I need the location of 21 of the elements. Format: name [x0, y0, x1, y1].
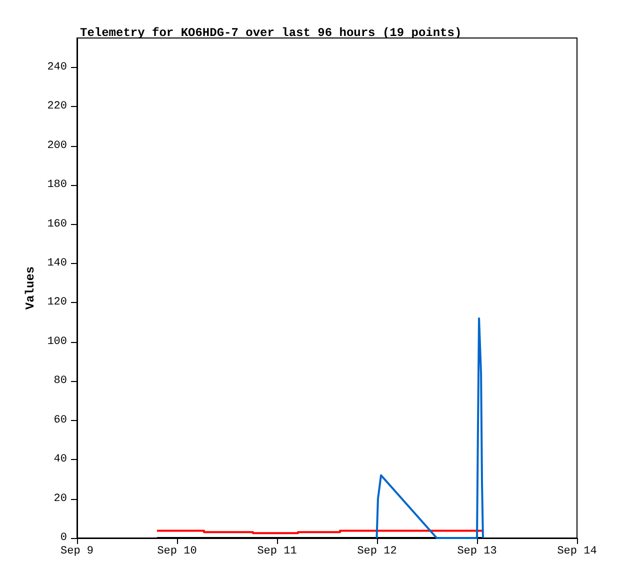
y-tick-label: 200: [47, 140, 67, 152]
x-tick-label: Sep 11: [257, 546, 298, 558]
y-tick-label: 220: [47, 100, 67, 113]
y-tick-label: 140: [47, 257, 67, 270]
x-tick-label: Sep 12: [357, 546, 397, 558]
y-tick-label: 120: [47, 296, 67, 309]
x-tick-label: Sep 10: [157, 546, 197, 558]
y-tick-label: 80: [54, 375, 67, 388]
y-tick-label: 180: [47, 179, 67, 192]
y-tick-label: 60: [54, 414, 67, 426]
x-tick-label: Sep 14: [557, 546, 598, 558]
chart-title: Telemetry for KO6HDG-7 over last 96 hours (19 points): [80, 26, 462, 40]
y-tick-label: 160: [47, 218, 67, 230]
y-tick-label: 20: [54, 492, 67, 505]
y-tick-label: 100: [47, 336, 67, 348]
x-tick-label: Sep 13: [457, 546, 497, 558]
y-tick-label: 40: [54, 454, 67, 466]
x-tick-label: Sep 9: [60, 546, 94, 558]
y-axis-title: Values: [23, 266, 38, 310]
y-tick-label: 0: [60, 532, 67, 544]
y-tick-label: 240: [47, 61, 67, 74]
